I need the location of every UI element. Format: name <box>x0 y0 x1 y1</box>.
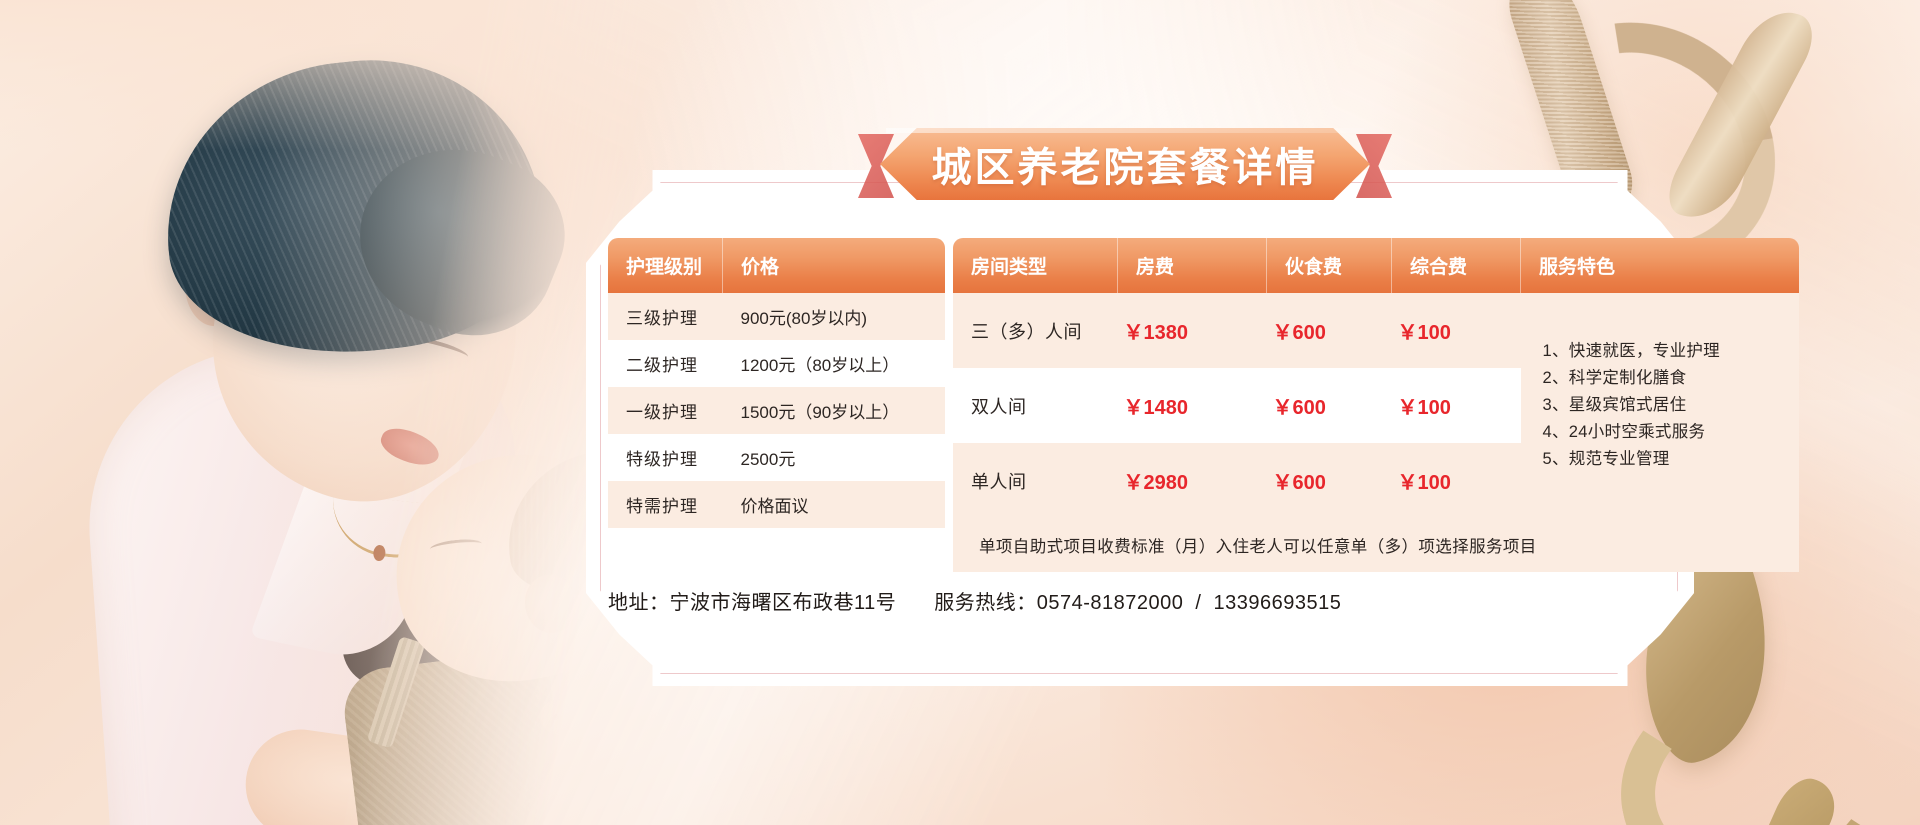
care-level-header-level: 护理级别 <box>608 238 723 293</box>
care-level-table-head: 护理级别 价格 <box>608 238 945 293</box>
room-price-table: 房间类型 房费 伙食费 综合费 服务特色 三（多）人间 ￥1380 ￥600 ￥… <box>953 238 1799 572</box>
photo-right-fade <box>0 0 640 825</box>
room-header-type: 房间类型 <box>953 238 1118 293</box>
care-price-cell: 价格面议 <box>722 481 945 528</box>
page-title: 城区养老院套餐详情 <box>931 145 1319 191</box>
room-misc-cell: ￥100 <box>1391 443 1521 518</box>
room-rent-cell: ￥2980 <box>1117 443 1267 518</box>
care-level-cell: 三级护理 <box>608 293 723 340</box>
room-type-cell: 三（多）人间 <box>953 293 1118 368</box>
care-level-cell: 一级护理 <box>608 387 723 434</box>
room-meal-cell: ￥600 <box>1266 443 1392 518</box>
room-table-note: 单项自助式项目收费标准（月）入住老人可以任意单（多）项选择服务项目 <box>953 518 1799 572</box>
care-price-cell: 1500元（90岁以上） <box>722 387 945 434</box>
care-price-cell: 900元(80岁以内) <box>722 293 945 340</box>
tables-area: 护理级别 价格 三级护理 900元(80岁以内) 二级护理 1200元（80岁以… <box>608 238 1799 572</box>
room-rent-cell: ￥1480 <box>1117 368 1267 443</box>
room-misc-cell: ￥100 <box>1391 293 1521 368</box>
room-rent-cell: ￥1380 <box>1117 293 1267 368</box>
contact-footer: 地址：宁波市海曙区布政巷11号 服务热线：0574-81872000 / 133966… <box>608 586 1341 615</box>
room-header-rent: 房费 <box>1117 238 1267 293</box>
list-item: 4、24小时空乘式服务 <box>1542 423 1706 441</box>
service-features-list: 1、快速就医，专业护理 2、科学定制化膳食 3、星级宾馆式居住 4、24小时空乘… <box>1543 338 1800 473</box>
table-row: 三（多）人间 ￥1380 ￥600 ￥100 1、快速就医，专业护理 2、科学定… <box>953 293 1799 518</box>
room-misc-cell: ￥100 <box>1391 368 1521 443</box>
table-row: 单人间 ￥2980 ￥600 ￥100 <box>953 443 1799 518</box>
care-level-cell: 特需护理 <box>608 481 723 528</box>
table-row: 一级护理 1500元（90岁以上） <box>608 387 945 434</box>
room-header-misc: 综合费 <box>1391 238 1521 293</box>
room-price-header-row: 房间类型 房费 伙食费 综合费 服务特色 <box>953 238 1799 293</box>
care-price-cell: 2500元 <box>722 434 945 481</box>
address-label: 地址： <box>608 592 670 614</box>
room-header-meal: 伙食费 <box>1266 238 1392 293</box>
banner-title-ribbon: 城区养老院套餐详情 <box>880 128 1370 200</box>
room-type-cell: 双人间 <box>953 368 1118 443</box>
care-level-header-row: 护理级别 价格 <box>608 238 945 293</box>
care-level-table-body: 三级护理 900元(80岁以内) 二级护理 1200元（80岁以上） 一级护理 … <box>608 293 945 528</box>
care-level-cell: 特级护理 <box>608 434 723 481</box>
list-item: 1、快速就医，专业护理 <box>1542 342 1720 360</box>
table-note-row: 单项自助式项目收费标准（月）入住老人可以任意单（多）项选择服务项目 <box>953 518 1799 572</box>
hotline-separator: / <box>1195 592 1202 614</box>
service-features-cell: 1、快速就医，专业护理 2、科学定制化膳食 3、星级宾馆式居住 4、24小时空乘… <box>1520 293 1800 518</box>
list-item: 2、科学定制化膳食 <box>1542 369 1687 387</box>
table-row: 三级护理 900元(80岁以内) <box>608 293 945 340</box>
hotline-secondary[interactable]: 13396693515 <box>1213 592 1342 614</box>
hotline-label: 服务热线： <box>934 592 1037 614</box>
address-value: 宁波市海曙区布政巷11号 <box>669 592 897 614</box>
room-meal-cell: ￥600 <box>1266 293 1392 368</box>
table-row: 双人间 ￥1480 ￥600 ￥100 <box>953 368 1799 443</box>
list-item: 5、规范专业管理 <box>1542 450 1670 468</box>
room-type-cell: 单人间 <box>953 443 1118 518</box>
table-row: 二级护理 1200元（80岁以上） <box>608 340 945 387</box>
hotline-primary[interactable]: 0574-81872000 <box>1036 592 1184 614</box>
room-price-table-body: 三（多）人间 ￥1380 ￥600 ￥100 1、快速就医，专业护理 2、科学定… <box>953 293 1799 572</box>
table-row: 特级护理 2500元 <box>608 434 945 481</box>
room-price-table-head: 房间类型 房费 伙食费 综合费 服务特色 <box>953 238 1799 293</box>
elderly-woman-kissing-baby-photo <box>0 0 640 825</box>
table-row: 特需护理 价格面议 <box>608 481 945 528</box>
care-price-cell: 1200元（80岁以上） <box>722 340 945 387</box>
care-level-header-price: 价格 <box>722 238 945 293</box>
room-header-features: 服务特色 <box>1520 238 1799 293</box>
care-level-cell: 二级护理 <box>608 340 723 387</box>
care-level-table: 护理级别 价格 三级护理 900元(80岁以内) 二级护理 1200元（80岁以… <box>608 238 945 528</box>
room-meal-cell: ￥600 <box>1266 368 1392 443</box>
banner-top-highlight <box>886 128 1364 133</box>
list-item: 3、星级宾馆式居住 <box>1542 396 1687 414</box>
